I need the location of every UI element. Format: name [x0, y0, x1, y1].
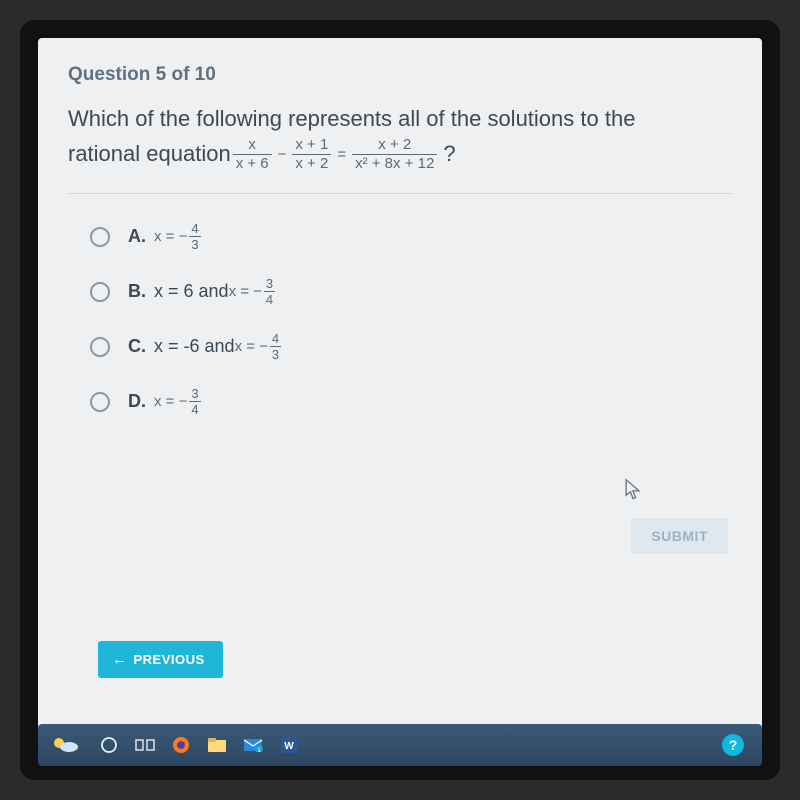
- letter-a: A.: [128, 226, 146, 247]
- cursor-icon: [624, 478, 642, 502]
- weather-icon[interactable]: [48, 732, 84, 758]
- previous-label: PREVIOUS: [134, 652, 205, 667]
- answer-a-text: x = − 4 3: [154, 222, 201, 251]
- minus-op: −: [278, 146, 287, 163]
- fraction-2: x + 1 x + 2: [292, 137, 331, 172]
- submit-button[interactable]: SUBMIT: [631, 518, 728, 554]
- fraction-3: x + 2 x² + 8x + 12: [352, 137, 437, 172]
- taskbar: 1 W ?: [38, 724, 762, 766]
- answer-d-text: x = − 3 4: [154, 387, 201, 416]
- previous-button[interactable]: ← PREVIOUS: [98, 641, 223, 678]
- letter-c: C.: [128, 336, 146, 357]
- fraction-1: x x + 6: [233, 137, 272, 172]
- cortana-icon[interactable]: [98, 734, 120, 756]
- answer-list: A. x = − 4 3 B. x = 6 and x = − 3: [68, 222, 732, 416]
- radio-b[interactable]: [90, 282, 110, 302]
- question-mark: ?: [443, 141, 455, 167]
- radio-a[interactable]: [90, 227, 110, 247]
- prompt-lead: rational equation: [68, 141, 231, 167]
- taskbar-left: 1 W: [48, 732, 300, 758]
- answer-c-text: x = -6 and x = − 4 3: [154, 332, 281, 361]
- answer-a-frac: 4 3: [189, 222, 200, 251]
- monitor-frame: Question 5 of 10 Which of the following …: [20, 20, 780, 780]
- arrow-left-icon: ←: [112, 651, 128, 668]
- explorer-icon[interactable]: [206, 734, 228, 756]
- letter-d: D.: [128, 391, 146, 412]
- letter-b: B.: [128, 281, 146, 302]
- radio-d[interactable]: [90, 392, 110, 412]
- app-screen: Question 5 of 10 Which of the following …: [38, 38, 762, 738]
- question-prompt-line1: Which of the following represents all of…: [68, 104, 732, 135]
- answer-d-frac: 3 4: [189, 387, 200, 416]
- divider: [68, 193, 732, 194]
- answer-c-frac: 4 3: [270, 332, 281, 361]
- question-prompt-line2: rational equation x x + 6 − x + 1 x + 2 …: [68, 137, 732, 172]
- equals-op: =: [337, 146, 346, 163]
- task-view-icon[interactable]: [134, 734, 156, 756]
- answer-option-a[interactable]: A. x = − 4 3: [90, 222, 732, 251]
- svg-text:W: W: [284, 741, 294, 752]
- firefox-icon[interactable]: [170, 734, 192, 756]
- answer-b-text: x = 6 and x = − 3 4: [154, 277, 275, 306]
- answer-option-b[interactable]: B. x = 6 and x = − 3 4: [90, 277, 732, 306]
- answer-option-c[interactable]: C. x = -6 and x = − 4 3: [90, 332, 732, 361]
- word-icon[interactable]: W: [278, 734, 300, 756]
- mail-icon[interactable]: 1: [242, 734, 264, 756]
- answer-b-frac: 3 4: [264, 277, 275, 306]
- radio-c[interactable]: [90, 337, 110, 357]
- help-icon[interactable]: ?: [722, 734, 744, 756]
- answer-option-d[interactable]: D. x = − 3 4: [90, 387, 732, 416]
- question-counter: Question 5 of 10: [68, 64, 732, 86]
